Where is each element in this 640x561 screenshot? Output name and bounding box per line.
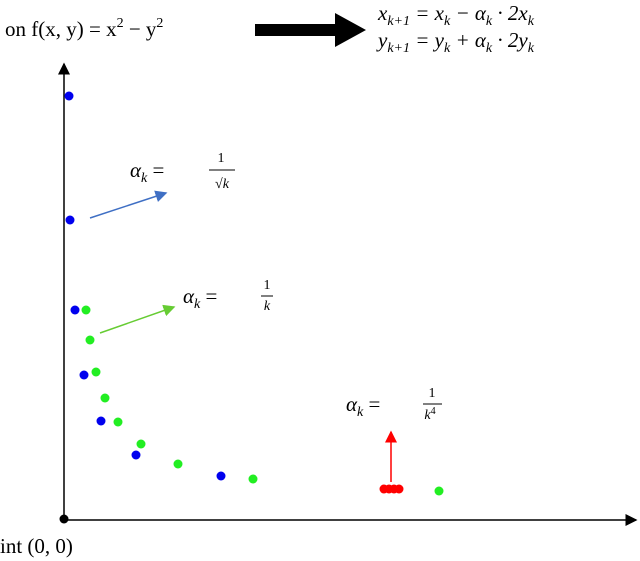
label-lhs: αk =: [183, 284, 217, 312]
step-label: αk = 1 √k: [130, 151, 235, 192]
iterate: [216, 471, 226, 481]
eq-sub: k: [444, 41, 451, 56]
iterate: [173, 459, 183, 469]
header-exp: 2: [156, 16, 163, 31]
origin-label: int (0, 0): [0, 534, 73, 558]
eq-sub: k: [528, 14, 535, 29]
label-den: k: [264, 299, 271, 314]
label-part: =: [363, 392, 380, 416]
blue-points: [64, 91, 226, 481]
header-text: on f(x, y) = x2 − y2: [5, 16, 163, 41]
label-den: k4: [424, 406, 435, 423]
iterate: [65, 215, 75, 225]
eq-sub: k: [528, 41, 535, 56]
label-part: α: [130, 158, 142, 182]
iterate: [81, 305, 91, 315]
iterate: [85, 335, 95, 345]
label-lhs: αk =: [130, 158, 164, 186]
step-label: αk = 1 k4: [346, 386, 442, 423]
iterate: [96, 416, 106, 426]
label-lhs: αk =: [346, 392, 380, 420]
eq-part: − α: [450, 1, 487, 25]
iterate: [113, 417, 123, 427]
iterate: [434, 486, 444, 496]
iterate: [79, 370, 89, 380]
red-points: [379, 484, 404, 494]
label-sub: k: [357, 405, 364, 420]
label-part: α: [346, 392, 358, 416]
iterate: [248, 474, 258, 484]
origin-point: [59, 514, 69, 524]
eq-sub: k+1: [387, 41, 410, 56]
header-left: on f(x, y) = x: [5, 17, 117, 41]
eq-part: x: [377, 1, 388, 25]
pointer-arrow: [99, 304, 176, 334]
iterate: [394, 484, 404, 494]
label-num: 1: [218, 151, 225, 166]
x-update: xk+1 = xk − αk · 2xk: [377, 1, 535, 29]
pointer-arrow: [89, 190, 168, 219]
label-den-exp: 4: [431, 406, 436, 417]
iterate: [91, 367, 101, 377]
label-part: α: [183, 284, 195, 308]
label-den: √k: [215, 177, 230, 192]
label-num: 1: [264, 278, 271, 293]
y-update: yk+1 = yk + αk · 2yk: [376, 28, 535, 56]
label-sub: k: [194, 297, 201, 312]
label-part: =: [147, 158, 164, 182]
eq-part: = y: [410, 28, 445, 52]
label-sub: k: [141, 171, 148, 186]
eq-part: · 2x: [492, 1, 528, 25]
eq-sub: k: [444, 14, 451, 29]
label-num: 1: [429, 386, 436, 401]
label-part: =: [200, 284, 217, 308]
header-mid: − y: [124, 17, 157, 41]
iterate: [64, 91, 74, 101]
eq-part: y: [376, 28, 388, 52]
step-label: αk = 1 k: [183, 278, 273, 314]
iterate: [131, 450, 141, 460]
eq-part: · 2y: [492, 28, 528, 52]
header-exp: 2: [117, 16, 124, 31]
iterate: [136, 439, 146, 449]
eq-part: = x: [410, 1, 445, 25]
iterate: [100, 393, 110, 403]
iterate: [70, 305, 80, 315]
eq-sub: k: [486, 41, 493, 56]
label-den-base: k: [424, 408, 431, 423]
eq-sub: k: [486, 14, 493, 29]
green-points: [81, 305, 444, 496]
big-arrow: [255, 13, 366, 47]
eq-sub: k+1: [387, 14, 410, 29]
eq-part: + α: [450, 28, 487, 52]
